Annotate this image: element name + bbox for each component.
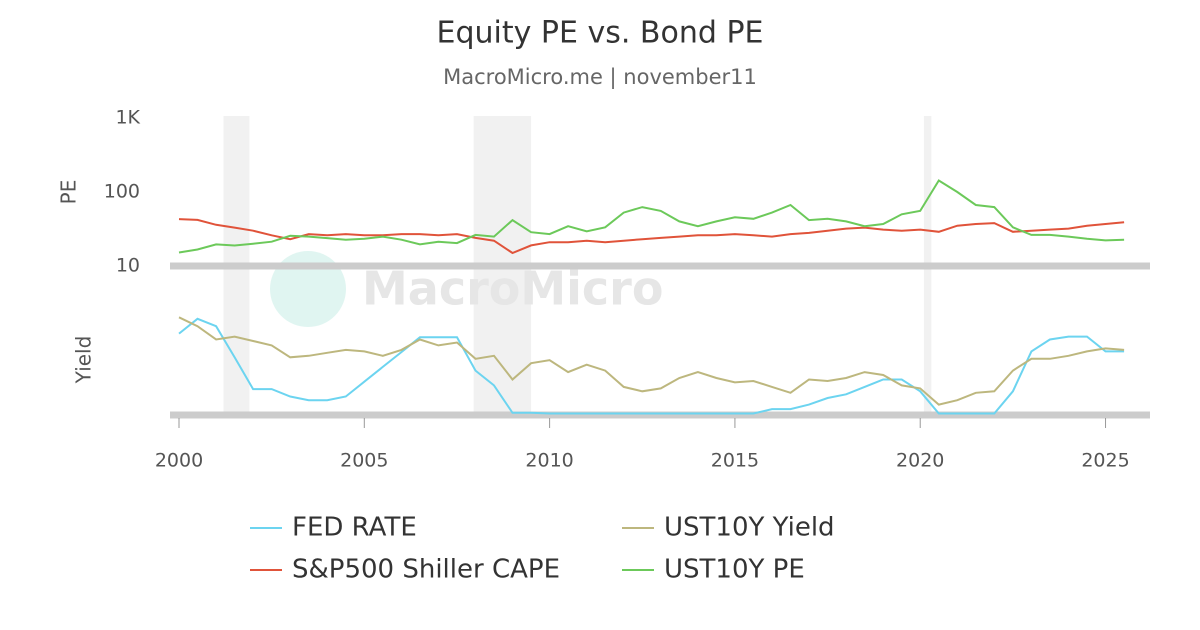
watermark: MacroMicro <box>362 262 663 316</box>
series-line <box>178 317 1125 415</box>
series-line <box>178 316 1125 406</box>
y-tick-label: 10 <box>116 255 140 277</box>
legend-label: FED RATE <box>292 513 417 543</box>
y-axis-label: PE <box>57 180 81 205</box>
y-tick-label: 100 <box>104 181 140 203</box>
series-line <box>178 218 1125 255</box>
x-tick-label: 2020 <box>896 450 944 472</box>
x-tick-label: 2000 <box>155 450 203 472</box>
x-tick-label: 2005 <box>340 450 388 472</box>
chart-subtitle: MacroMicro.me | november11 <box>443 65 757 90</box>
y-axis-label: Yield <box>72 336 96 385</box>
legend-label: S&P500 Shiller CAPE <box>292 555 560 585</box>
x-tick-label: 2015 <box>711 450 759 472</box>
y-tick-label: 1K <box>115 107 140 129</box>
legend-label: UST10Y PE <box>664 555 805 585</box>
legend-label: UST10Y Yield <box>664 513 835 543</box>
series-line <box>178 179 1125 254</box>
x-tick-label: 2010 <box>525 450 573 472</box>
x-tick-label: 2025 <box>1081 450 1129 472</box>
chart-title: Equity PE vs. Bond PE <box>436 16 763 51</box>
watermark-logo <box>270 251 346 327</box>
